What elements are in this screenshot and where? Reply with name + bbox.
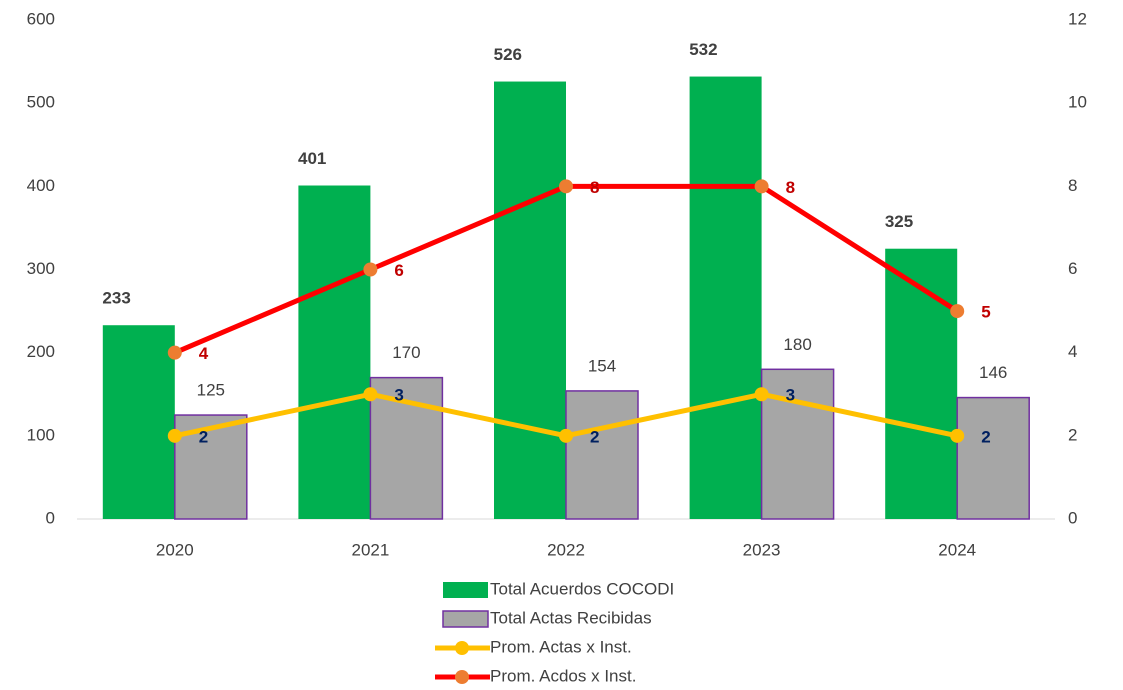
y-tick-label: 400 — [27, 176, 55, 195]
point — [754, 179, 769, 194]
data-label: 233 — [102, 289, 130, 308]
x-tick-label: 2023 — [743, 540, 781, 559]
y2-tick-label: 12 — [1068, 9, 1087, 28]
data-label: 6 — [394, 261, 403, 280]
point — [167, 345, 182, 360]
y-tick-label: 100 — [27, 425, 55, 444]
data-label: 3 — [394, 386, 403, 405]
legend-label: Prom. Acdos x Inst. — [490, 666, 636, 685]
bar — [760, 368, 835, 520]
bar — [565, 390, 639, 520]
data-label: 154 — [588, 356, 616, 375]
bar — [494, 81, 566, 519]
y-tick-label: 200 — [27, 342, 55, 361]
x-tick-label: 2020 — [156, 540, 194, 559]
legend-marker — [455, 670, 469, 684]
x-tick-label: 2024 — [938, 540, 976, 559]
data-label: 532 — [689, 40, 717, 59]
bar — [885, 248, 958, 520]
data-label: 526 — [494, 45, 522, 64]
y2-tick-label: 4 — [1068, 342, 1077, 361]
y2-tick-label: 0 — [1068, 508, 1077, 527]
legend-label: Total Acuerdos COCODI — [490, 579, 674, 598]
data-label: 8 — [786, 178, 795, 197]
data-label: 3 — [786, 386, 795, 405]
y2-tick-label: 2 — [1068, 425, 1077, 444]
data-label: 325 — [885, 212, 913, 231]
point — [363, 387, 378, 402]
data-label: 4 — [199, 344, 209, 363]
data-label: 5 — [981, 303, 990, 322]
y-tick-label: 300 — [27, 259, 55, 278]
y2-tick-label: 10 — [1068, 93, 1087, 112]
legend-label: Prom. Actas x Inst. — [490, 637, 632, 656]
point — [559, 428, 573, 443]
bar — [102, 325, 175, 519]
point — [559, 179, 573, 194]
y-tick-label: 500 — [27, 93, 55, 112]
data-label: 2 — [981, 427, 990, 446]
bar — [689, 76, 762, 519]
point — [950, 304, 965, 319]
data-label: 180 — [783, 335, 811, 354]
data-label: 125 — [197, 381, 225, 400]
data-label: 2 — [590, 427, 599, 446]
y-tick-label: 0 — [46, 508, 55, 527]
x-tick-label: 2022 — [547, 540, 585, 559]
y-tick-label: 600 — [27, 9, 55, 28]
legend-label: Total Actas Recibidas — [490, 608, 652, 627]
bar — [956, 396, 1030, 520]
legend-swatch — [443, 582, 488, 598]
data-label: 170 — [392, 343, 420, 362]
point — [167, 428, 182, 443]
point — [950, 428, 965, 443]
y2-tick-label: 8 — [1068, 176, 1077, 195]
y2-tick-label: 6 — [1068, 259, 1077, 278]
bar — [298, 185, 371, 520]
data-label: 2 — [199, 427, 208, 446]
legend-marker — [455, 641, 469, 655]
data-label: 8 — [590, 178, 599, 197]
x-tick-label: 2021 — [351, 540, 389, 559]
point — [363, 262, 378, 277]
legend-swatch — [442, 610, 489, 628]
point — [754, 387, 769, 402]
data-label: 401 — [298, 149, 326, 168]
data-label: 146 — [979, 363, 1007, 382]
